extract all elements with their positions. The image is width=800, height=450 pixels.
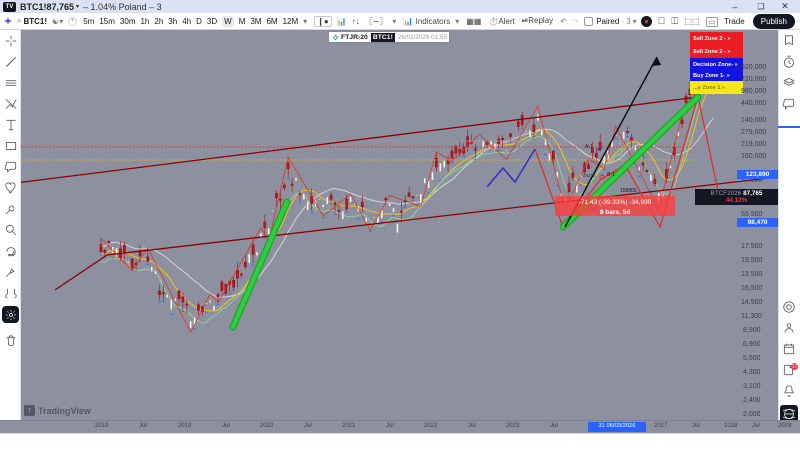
svg-text:94215: 94215	[583, 173, 596, 178]
svg-text:158805: 158805	[620, 188, 637, 194]
svg-text:B-1: B-1	[607, 172, 615, 178]
svg-text:A-1: A-1	[585, 144, 593, 150]
svg-text:T: T	[28, 409, 32, 415]
